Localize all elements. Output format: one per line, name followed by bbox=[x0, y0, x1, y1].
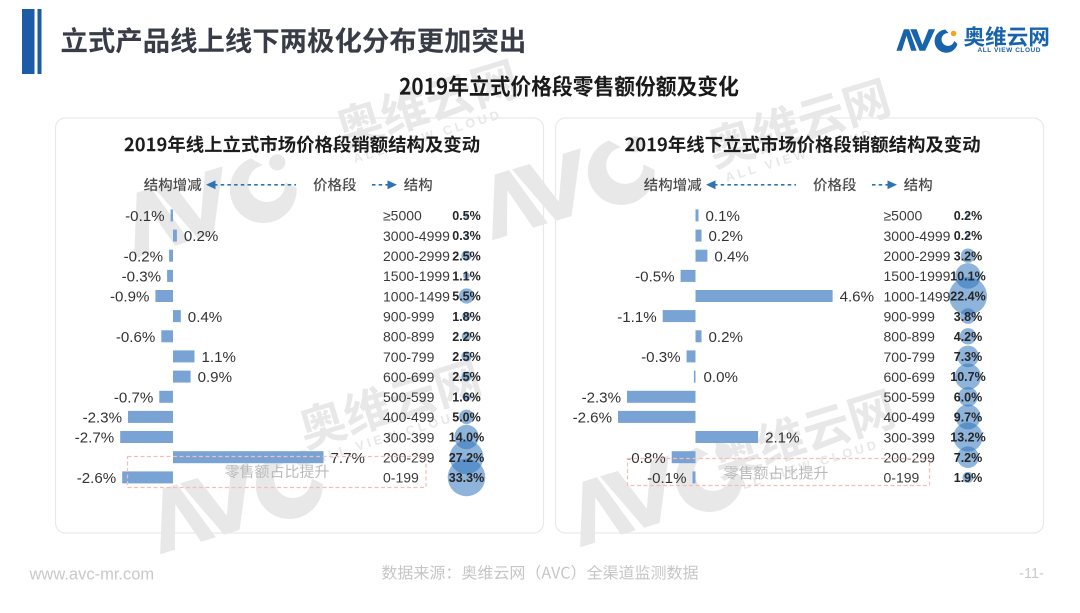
svg-text:27.2%: 27.2% bbox=[449, 451, 484, 465]
svg-text:900-999: 900-999 bbox=[383, 308, 435, 324]
svg-text:0.2%: 0.2% bbox=[954, 209, 983, 223]
svg-text:0.2%: 0.2% bbox=[954, 229, 983, 243]
svg-text:-2.6%: -2.6% bbox=[77, 470, 116, 487]
svg-text:0.9%: 0.9% bbox=[198, 369, 232, 386]
svg-text:800-899: 800-899 bbox=[884, 329, 936, 345]
svg-text:0.4%: 0.4% bbox=[188, 309, 222, 326]
svg-text:500-599: 500-599 bbox=[884, 389, 936, 405]
svg-text:-11-: -11- bbox=[1019, 566, 1044, 582]
svg-text:≥5000: ≥5000 bbox=[383, 208, 422, 224]
svg-text:-0.3%: -0.3% bbox=[641, 349, 680, 366]
svg-text:200-299: 200-299 bbox=[383, 450, 435, 466]
svg-text:1.1%: 1.1% bbox=[202, 349, 236, 366]
svg-text:-0.5%: -0.5% bbox=[635, 269, 674, 286]
svg-text:14.0%: 14.0% bbox=[449, 431, 484, 445]
svg-text:0.2%: 0.2% bbox=[709, 329, 743, 346]
svg-text:-0.2%: -0.2% bbox=[124, 248, 163, 265]
svg-text:1500-1999: 1500-1999 bbox=[884, 268, 951, 284]
svg-text:400-499: 400-499 bbox=[884, 409, 936, 425]
svg-text:1500-1999: 1500-1999 bbox=[383, 268, 450, 284]
svg-text:2.5%: 2.5% bbox=[452, 370, 481, 384]
svg-text:-0.1%: -0.1% bbox=[125, 208, 164, 225]
svg-text:0-199: 0-199 bbox=[383, 470, 419, 486]
svg-text:0.1%: 0.1% bbox=[706, 208, 740, 225]
svg-text:800-899: 800-899 bbox=[383, 329, 435, 345]
svg-text:www.avc-mr.com: www.avc-mr.com bbox=[29, 566, 155, 584]
svg-text:4.2%: 4.2% bbox=[954, 330, 983, 344]
svg-text:ALL VIEW CLOUD: ALL VIEW CLOUD bbox=[978, 47, 1042, 54]
svg-text:5.0%: 5.0% bbox=[452, 411, 481, 425]
svg-text:-1.1%: -1.1% bbox=[617, 309, 656, 326]
svg-text:-2.6%: -2.6% bbox=[573, 410, 612, 427]
svg-text:700-799: 700-799 bbox=[383, 349, 435, 365]
svg-text:2.5%: 2.5% bbox=[452, 249, 481, 263]
svg-text:0.3%: 0.3% bbox=[452, 229, 481, 243]
svg-text:3000-4999: 3000-4999 bbox=[884, 228, 951, 244]
svg-text:1.6%: 1.6% bbox=[452, 390, 481, 404]
svg-text:3.2%: 3.2% bbox=[954, 249, 983, 263]
svg-text:0.2%: 0.2% bbox=[709, 228, 743, 245]
svg-text:1.9%: 1.9% bbox=[954, 471, 983, 485]
svg-text:10.1%: 10.1% bbox=[950, 270, 985, 284]
svg-text:-0.6%: -0.6% bbox=[116, 329, 155, 346]
svg-text:600-699: 600-699 bbox=[884, 369, 936, 385]
svg-text:0.4%: 0.4% bbox=[714, 248, 748, 265]
svg-text:300-399: 300-399 bbox=[884, 429, 936, 445]
svg-text:900-999: 900-999 bbox=[884, 308, 936, 324]
svg-text:10.7%: 10.7% bbox=[950, 370, 985, 384]
svg-text:400-499: 400-499 bbox=[383, 409, 435, 425]
svg-text:-2.3%: -2.3% bbox=[83, 410, 122, 427]
svg-text:9.7%: 9.7% bbox=[954, 411, 983, 425]
svg-text:500-599: 500-599 bbox=[383, 389, 435, 405]
svg-text:-0.3%: -0.3% bbox=[122, 269, 161, 286]
svg-text:-0.8%: -0.8% bbox=[626, 450, 665, 467]
svg-text:≥5000: ≥5000 bbox=[884, 208, 923, 224]
svg-text:600-699: 600-699 bbox=[383, 369, 435, 385]
svg-text:22.4%: 22.4% bbox=[950, 290, 985, 304]
svg-text:2.1%: 2.1% bbox=[765, 430, 799, 447]
svg-text:1000-1499: 1000-1499 bbox=[884, 288, 951, 304]
svg-text:0.2%: 0.2% bbox=[184, 228, 218, 245]
svg-text:0.0%: 0.0% bbox=[704, 369, 738, 386]
svg-text:3000-4999: 3000-4999 bbox=[383, 228, 450, 244]
svg-text:200-299: 200-299 bbox=[884, 450, 936, 466]
svg-text:33.3%: 33.3% bbox=[449, 471, 484, 485]
svg-text:13.2%: 13.2% bbox=[950, 431, 985, 445]
svg-text:-0.7%: -0.7% bbox=[114, 389, 153, 406]
svg-text:2000-2999: 2000-2999 bbox=[383, 248, 450, 264]
svg-text:1.1%: 1.1% bbox=[452, 270, 481, 284]
svg-text:4.6%: 4.6% bbox=[840, 289, 874, 306]
svg-text:7.7%: 7.7% bbox=[331, 450, 365, 467]
svg-text:300-399: 300-399 bbox=[383, 429, 435, 445]
svg-text:2.2%: 2.2% bbox=[452, 330, 481, 344]
svg-text:1.8%: 1.8% bbox=[452, 310, 481, 324]
svg-text:1000-1499: 1000-1499 bbox=[383, 288, 450, 304]
svg-text:-2.7%: -2.7% bbox=[75, 430, 114, 447]
svg-text:-2.3%: -2.3% bbox=[582, 389, 621, 406]
svg-text:2.5%: 2.5% bbox=[452, 350, 481, 364]
svg-text:7.2%: 7.2% bbox=[954, 451, 983, 465]
svg-text:5.5%: 5.5% bbox=[452, 290, 481, 304]
svg-text:6.0%: 6.0% bbox=[954, 390, 983, 404]
svg-text:7.3%: 7.3% bbox=[954, 350, 983, 364]
svg-text:700-799: 700-799 bbox=[884, 349, 936, 365]
svg-text:2000-2999: 2000-2999 bbox=[884, 248, 951, 264]
svg-text:0-199: 0-199 bbox=[884, 470, 920, 486]
svg-text:-0.1%: -0.1% bbox=[647, 470, 686, 487]
svg-text:3.8%: 3.8% bbox=[954, 310, 983, 324]
svg-text:0.5%: 0.5% bbox=[452, 209, 481, 223]
svg-text:-0.9%: -0.9% bbox=[110, 289, 149, 306]
